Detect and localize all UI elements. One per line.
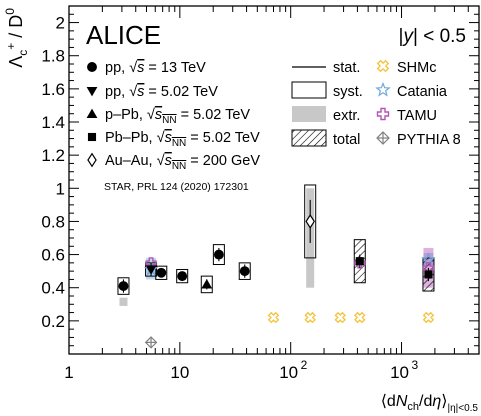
model-point	[334, 311, 347, 324]
systematic-boxes	[117, 184, 435, 295]
model-markers	[143, 252, 436, 349]
x-tick-exponent: 3	[412, 358, 419, 372]
x-tick-exponent: 2	[301, 358, 308, 372]
model-point	[354, 311, 366, 324]
data-point	[118, 281, 129, 292]
rapidity-label: |y| < 0.5	[399, 26, 466, 47]
syst-box	[117, 277, 130, 295]
data-point	[424, 270, 433, 279]
experiment-label: ALICE	[86, 20, 161, 50]
legend-entry: Pb–Pb, √sNN = 5.02 TeV	[105, 130, 260, 149]
y-tick-label: 1.2	[41, 146, 65, 165]
model-legend-label: Catania	[397, 84, 448, 100]
x-axis-title: ⟨dNch/dη⟩|η|<0.5	[381, 393, 479, 414]
x-tick-label: 1	[64, 363, 73, 382]
data-point	[201, 279, 213, 289]
y-tick-label: 1.6	[41, 80, 65, 99]
legend-marker	[86, 86, 98, 97]
y-tick-label: 1.4	[41, 113, 65, 132]
y-tick-label: 1	[56, 179, 65, 198]
syst-legend-swatch	[291, 81, 327, 99]
model-legend-label: SHMc	[397, 60, 436, 76]
model-legend-marker	[376, 107, 390, 121]
syst-box	[238, 262, 251, 280]
model-point	[304, 311, 316, 324]
extr-legend-swatch	[292, 106, 326, 122]
data-point	[213, 249, 224, 260]
extrapolation-band	[119, 297, 128, 306]
legend-marker	[87, 132, 97, 142]
model-point	[422, 311, 435, 324]
model-legend-label: TAMU	[397, 108, 437, 124]
uncertainty-legend-label: extr.	[333, 108, 360, 124]
legend-entry: pp, √s = 13 TeV	[105, 60, 206, 76]
y-tick-label: 0.8	[41, 212, 65, 231]
legend-entry: p–Pb, √sNN = 5.02 TeV	[105, 107, 250, 126]
data-points	[118, 199, 433, 293]
syst-box	[155, 265, 168, 280]
data-point	[239, 266, 250, 277]
syst-box	[200, 275, 213, 294]
star-reference: STAR, PRL 124 (2020) 172301	[104, 181, 249, 193]
total-legend-swatch	[291, 129, 327, 147]
uncertainty-legend-label: stat.	[333, 60, 360, 76]
data-point	[305, 214, 315, 229]
y-tick-label: 0.6	[41, 246, 65, 265]
x-tick-label: 10	[279, 363, 298, 382]
y-tick-label: 1.8	[41, 47, 65, 66]
model-legend-marker	[376, 131, 390, 145]
uncertainty-legend-label: total	[333, 132, 360, 148]
y-tick-label: 2	[56, 14, 65, 33]
data-point	[145, 265, 157, 275]
syst-box	[212, 244, 225, 266]
y-tick-label: 0.4	[41, 279, 65, 298]
y-tick-label: 0.2	[41, 312, 65, 331]
legend: |y| < 0.5 pp, √s = 13 TeV pp, √s = 5.02 Te…	[86, 26, 466, 193]
model-legend-marker	[375, 81, 391, 97]
legend-marker	[87, 152, 97, 168]
data-point	[355, 257, 364, 266]
data-point	[156, 267, 167, 278]
y-axis-title: Λc+ / D0	[3, 8, 30, 68]
legend-entry: pp, √s = 5.02 TeV	[105, 84, 218, 100]
x-tick-label: 10	[390, 363, 409, 382]
model-legend-label: PYTHIA 8	[397, 132, 461, 148]
legend-entry: Au–Au, √sNN = 200 GeV	[105, 153, 260, 172]
x-tick-label: 10	[170, 363, 189, 382]
extrapolation-bands	[119, 188, 434, 306]
model-point	[421, 252, 436, 266]
syst-box	[176, 268, 189, 284]
plot-frame	[68, 5, 480, 355]
legend-marker	[86, 108, 98, 119]
model-legend-marker	[376, 59, 390, 73]
uncertainty-legend-label: syst.	[333, 84, 363, 100]
model-point	[267, 311, 280, 324]
syst-box	[304, 184, 317, 259]
axes: 0.20.40.60.811.21.41.61.821 10 10 2 10 3⟨dNch…	[3, 6, 480, 414]
model-point	[144, 336, 158, 349]
legend-marker	[87, 62, 97, 72]
data-point	[177, 271, 188, 282]
